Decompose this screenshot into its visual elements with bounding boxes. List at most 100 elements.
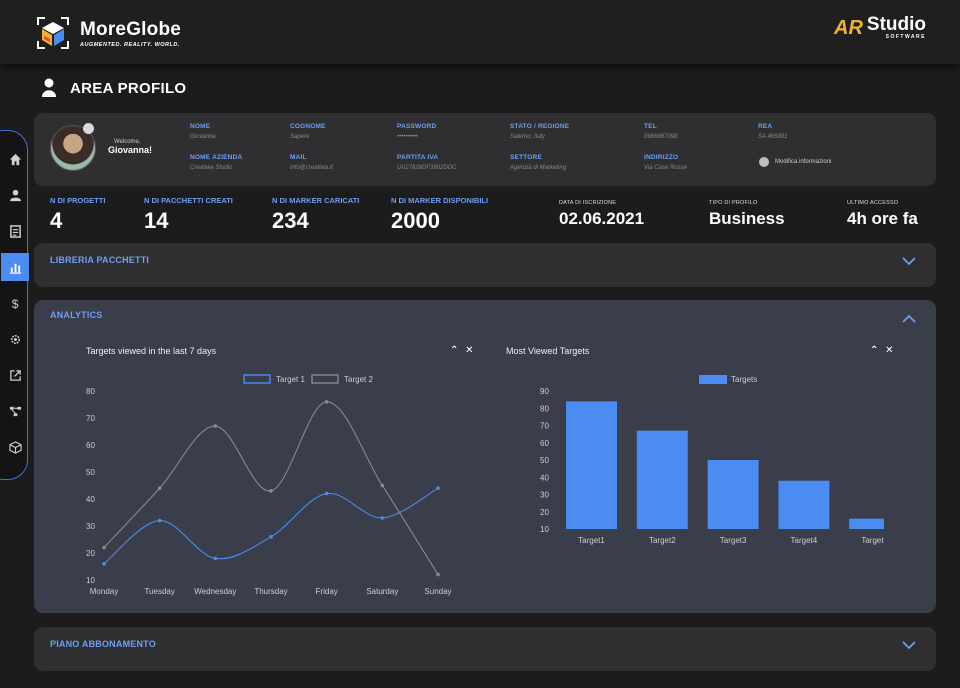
sidebar-item-workflow[interactable] — [1, 397, 29, 425]
field-label: NOME — [190, 123, 211, 130]
field-cognome: COGNOME Sapere — [290, 123, 326, 140]
field-label: TEL — [644, 123, 657, 130]
field-settore: SETTORE Agenzia di Marketing — [510, 154, 566, 171]
brand-logo[interactable]: MoreGlobe AUGMENTED. REALITY. WORLD. — [34, 14, 181, 52]
field-label: PARTITA IVA — [397, 154, 439, 161]
sidebar-item-documents[interactable] — [1, 217, 29, 245]
section-libreria[interactable]: LIBRERIA PACCHETTI — [34, 243, 936, 287]
x-tick-label: Friday — [316, 587, 338, 596]
y-tick-label: 10 — [540, 525, 549, 534]
workflow-icon — [9, 406, 21, 416]
data-point — [380, 516, 385, 520]
series-line — [103, 401, 439, 575]
legend-label: Target 2 — [344, 375, 373, 384]
documents-icon — [9, 224, 21, 238]
y-tick-label: 30 — [540, 491, 549, 500]
field-value: Sapere — [290, 134, 310, 140]
x-tick-label: Saturday — [366, 587, 398, 596]
cube-icon — [8, 440, 22, 454]
edit-info-button[interactable]: Modifica informazioni — [759, 157, 831, 167]
field-password: PASSWORD •••••••••• — [397, 123, 436, 140]
bar — [849, 518, 884, 529]
line-chart-title: Targets viewed in the last 7 days — [86, 346, 217, 356]
sidebar-item-billing[interactable]: $ — [1, 289, 29, 317]
bar — [707, 460, 759, 529]
data-point — [157, 486, 162, 490]
field-stato: STATO / REGIONE Salerno, Italy — [510, 123, 569, 140]
welcome-user-name: Giovanna! — [108, 145, 153, 155]
stat-label: N DI PACCHETTI CREATI — [144, 196, 233, 205]
series-line — [103, 487, 439, 565]
svg-text:$: $ — [11, 297, 18, 310]
chevron-down-icon[interactable] — [902, 641, 916, 650]
stat-value: 234 — [272, 208, 309, 233]
data-point — [102, 562, 106, 566]
field-value: •••••••••• — [397, 134, 419, 140]
sidebar-item-home[interactable] — [1, 145, 29, 173]
stat-label: N DI MARKER CARICATI — [272, 196, 360, 205]
stat-marker-caricati: N DI MARKER CARICATI 234 — [272, 196, 359, 234]
edit-info-label: Modifica informazioni — [775, 159, 832, 165]
stat-value: 2000 — [391, 208, 440, 233]
x-tick-label: Target4 — [791, 536, 818, 545]
stat-pacchetti: N DI PACCHETTI CREATI 14 — [144, 196, 233, 234]
y-tick-label: 10 — [86, 576, 95, 585]
legend-swatch — [699, 375, 727, 384]
partner-logo[interactable]: AR Studio SOFTWARE — [834, 15, 926, 40]
sidebar-item-settings[interactable] — [1, 325, 29, 353]
stat-label: N DI MARKER DISPONIBILI — [391, 196, 489, 205]
edit-avatar-icon[interactable] — [83, 123, 94, 134]
line-chart-controls[interactable]: ⌃ ✕ — [450, 345, 476, 356]
chevron-down-icon[interactable] — [902, 257, 916, 266]
stat-value: 14 — [144, 208, 169, 233]
y-tick-label: 50 — [86, 468, 95, 477]
stat-progetti: N DI PROGETTI 4 — [50, 196, 105, 234]
info-tipo-profilo: TIPO DI PROFILO Business — [709, 200, 785, 229]
bar-chart: 10 20 30 40 50 60 70 80 90 Targets Target1 Target2 T… — [540, 375, 884, 545]
field-label: PASSWORD — [397, 123, 437, 130]
field-value: Via Case Rosse — [644, 165, 687, 171]
field-value: Agenzia di Marketing — [510, 165, 567, 171]
page-header: AREA PROFILO — [42, 78, 186, 98]
data-point — [157, 518, 162, 523]
sidebar: $ — [0, 130, 29, 480]
sidebar-item-packages[interactable] — [1, 433, 29, 461]
sidebar-item-profile[interactable] — [1, 181, 29, 209]
stat-value: 4 — [50, 208, 63, 233]
y-tick-label: 40 — [540, 473, 549, 482]
x-tick-label: Sunday — [424, 587, 451, 596]
sidebar-item-export[interactable] — [1, 361, 29, 389]
chevron-up-icon[interactable] — [902, 314, 916, 323]
user-icon — [9, 189, 21, 201]
y-tick-label: 60 — [540, 439, 549, 448]
field-label: SETTORE — [510, 154, 542, 161]
field-label: NOME AZIENDA — [190, 154, 243, 161]
data-point — [269, 535, 273, 539]
partner-ar-mark: AR — [834, 16, 863, 39]
x-tick-label: Target5 — [861, 536, 884, 545]
section-title: LIBRERIA PACCHETTI — [50, 255, 150, 265]
field-value: Salerno, Italy — [510, 134, 546, 140]
y-tick-label: 70 — [540, 422, 549, 431]
field-partita-iva: PARTITA IVA UV27828DF3902DDC — [397, 154, 456, 171]
home-icon — [9, 153, 21, 165]
x-tick-label: Wednesday — [194, 587, 236, 596]
field-value: 0966687098 — [644, 134, 678, 140]
info-label: ULTIMO ACCESSO — [847, 200, 899, 206]
profile-card: Welcome, Giovanna! NOME Giovanna COGNOME… — [34, 113, 936, 186]
field-tel: TEL 0966687098 — [644, 123, 677, 140]
data-point — [269, 489, 273, 493]
data-point — [213, 424, 218, 428]
field-value: Giovanna — [190, 134, 216, 140]
field-value: info@creatiwa.it — [290, 165, 333, 171]
brand-tagline: AUGMENTED. REALITY. WORLD. — [80, 41, 180, 48]
field-label: MAIL — [290, 154, 307, 161]
bar-chart-controls[interactable]: ⌃ ✕ — [870, 345, 896, 356]
bar-chart-title: Most Viewed Targets — [506, 346, 590, 356]
data-point — [213, 556, 218, 561]
info-value: 4h ore fa — [847, 209, 918, 228]
sidebar-item-analytics[interactable] — [1, 253, 29, 281]
user-icon — [42, 78, 56, 97]
section-abbonamento[interactable]: PIANO ABBONAMENTO — [34, 627, 936, 671]
field-value: UV27828DF3902DDC — [397, 165, 457, 171]
